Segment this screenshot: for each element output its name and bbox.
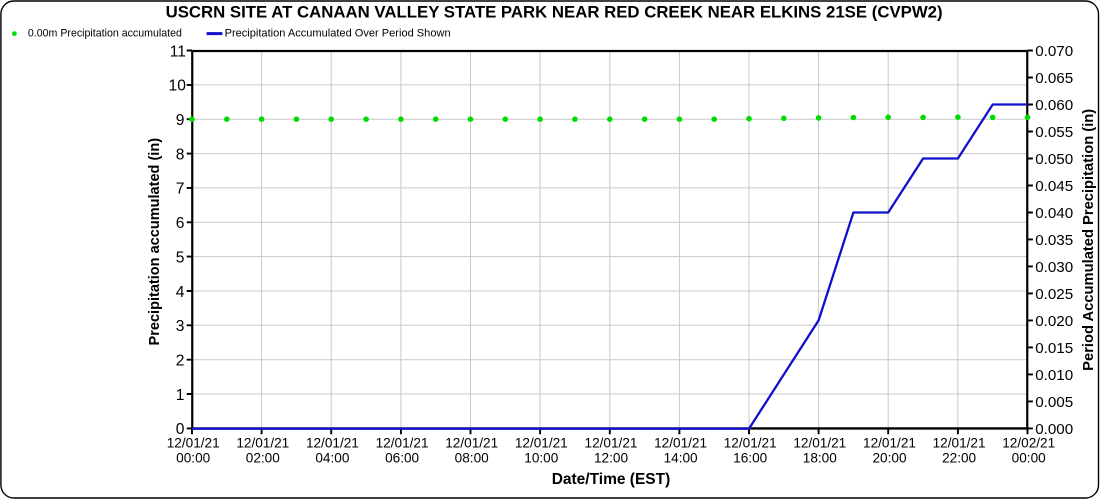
svg-text:Precipitation accumulated (in): Precipitation accumulated (in) <box>147 138 163 346</box>
svg-text:20:00: 20:00 <box>872 451 906 466</box>
svg-text:11: 11 <box>170 43 186 60</box>
svg-text:0.040: 0.040 <box>1035 205 1073 222</box>
svg-text:14:00: 14:00 <box>664 451 698 466</box>
svg-text:0.050: 0.050 <box>1035 151 1073 168</box>
svg-text:7: 7 <box>176 181 185 198</box>
svg-text:8: 8 <box>176 146 185 163</box>
svg-text:12/01/21: 12/01/21 <box>306 436 359 451</box>
svg-text:10:00: 10:00 <box>524 451 558 466</box>
svg-text:12/01/21: 12/01/21 <box>167 436 220 451</box>
svg-text:02:00: 02:00 <box>246 451 280 466</box>
svg-text:Period Accumulated Precipitati: Period Accumulated Precipitation (in) <box>1081 109 1097 371</box>
svg-text:12:00: 12:00 <box>594 451 628 466</box>
svg-text:0.035: 0.035 <box>1035 232 1073 249</box>
svg-text:0.070: 0.070 <box>1035 43 1073 60</box>
svg-text:12/01/21: 12/01/21 <box>933 436 986 451</box>
svg-text:06:00: 06:00 <box>385 451 419 466</box>
svg-text:2: 2 <box>176 353 185 370</box>
svg-text:0.005: 0.005 <box>1035 394 1073 411</box>
svg-text:6: 6 <box>176 215 185 232</box>
svg-text:4: 4 <box>176 284 185 301</box>
svg-text:12/01/21: 12/01/21 <box>445 436 498 451</box>
svg-text:Date/Time (EST): Date/Time (EST) <box>552 471 671 488</box>
svg-text:3: 3 <box>176 318 185 335</box>
svg-text:0.015: 0.015 <box>1035 340 1073 357</box>
svg-text:0.000: 0.000 <box>1035 421 1073 438</box>
svg-text:9: 9 <box>176 112 185 129</box>
svg-text:12/02/21: 12/02/21 <box>1002 436 1055 451</box>
svg-text:22:00: 22:00 <box>942 451 976 466</box>
svg-text:12/01/21: 12/01/21 <box>236 436 289 451</box>
svg-text:1: 1 <box>176 387 185 404</box>
svg-text:16:00: 16:00 <box>733 451 767 466</box>
svg-text:10: 10 <box>169 78 187 95</box>
svg-text:12/01/21: 12/01/21 <box>863 436 916 451</box>
svg-text:12/01/21: 12/01/21 <box>585 436 638 451</box>
svg-text:USCRN SITE AT CANAAN VALLEY ST: USCRN SITE AT CANAAN VALLEY STATE PARK N… <box>166 4 943 22</box>
svg-text:00:00: 00:00 <box>1012 451 1046 466</box>
svg-text:12/01/21: 12/01/21 <box>376 436 429 451</box>
svg-text:12/01/21: 12/01/21 <box>793 436 846 451</box>
svg-text:12/01/21: 12/01/21 <box>515 436 568 451</box>
svg-text:12/01/21: 12/01/21 <box>654 436 707 451</box>
svg-text:0.00m Precipitation accumulate: 0.00m Precipitation accumulated <box>28 28 182 40</box>
svg-text:5: 5 <box>176 249 185 266</box>
svg-text:Precipitation Accumulated Over: Precipitation Accumulated Over Period Sh… <box>225 28 451 40</box>
svg-text:0: 0 <box>176 421 185 438</box>
svg-text:18:00: 18:00 <box>803 451 837 466</box>
svg-text:04:00: 04:00 <box>315 451 349 466</box>
svg-text:0.030: 0.030 <box>1035 259 1073 276</box>
svg-text:0.065: 0.065 <box>1035 70 1073 87</box>
svg-text:08:00: 08:00 <box>455 451 489 466</box>
svg-text:0.055: 0.055 <box>1035 124 1073 141</box>
svg-text:0.010: 0.010 <box>1035 367 1073 384</box>
svg-text:12/01/21: 12/01/21 <box>724 436 777 451</box>
svg-text:00:00: 00:00 <box>176 451 210 466</box>
svg-text:0.045: 0.045 <box>1035 178 1073 195</box>
svg-text:0.020: 0.020 <box>1035 313 1073 330</box>
svg-text:0.025: 0.025 <box>1035 286 1073 303</box>
svg-text:0.060: 0.060 <box>1035 97 1073 114</box>
